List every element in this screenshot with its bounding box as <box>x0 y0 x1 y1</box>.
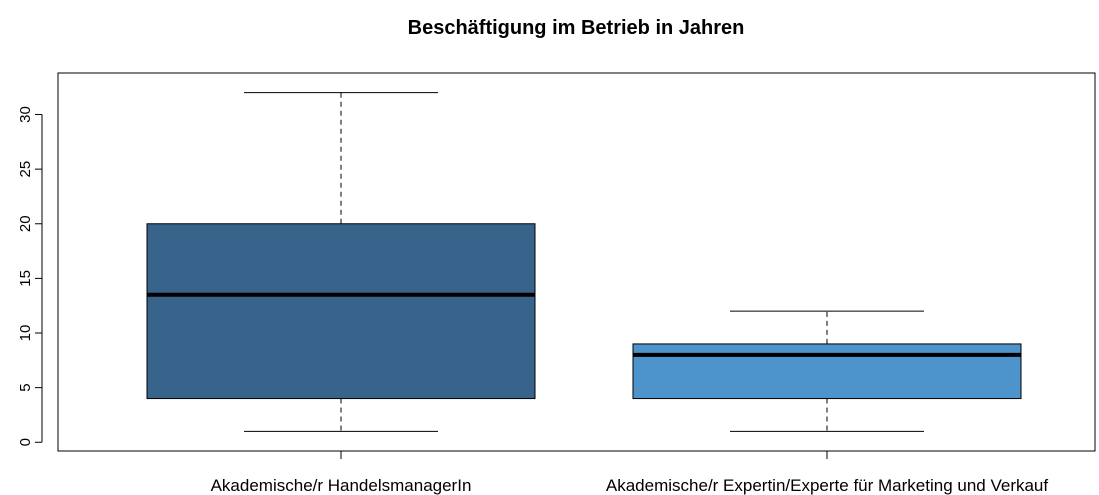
y-tick-label: 20 <box>17 215 34 232</box>
box <box>632 343 1022 400</box>
plot-frame <box>57 72 1096 452</box>
y-tick-label: 25 <box>17 161 34 178</box>
y-tick-label: 15 <box>17 270 34 287</box>
chart-title: Beschäftigung im Betrieb in Jahren <box>408 17 745 39</box>
y-tick-label: 5 <box>17 383 34 391</box>
y-tick-label: 0 <box>17 438 34 446</box>
y-tick-label: 30 <box>17 106 34 123</box>
x-tick-label: Akademische/r Expertin/Experte für Marke… <box>606 476 1048 495</box>
y-tick-label: 10 <box>17 325 34 342</box>
x-tick-label: Akademische/r HandelsmanagerIn <box>211 476 472 495</box>
box <box>146 223 536 400</box>
